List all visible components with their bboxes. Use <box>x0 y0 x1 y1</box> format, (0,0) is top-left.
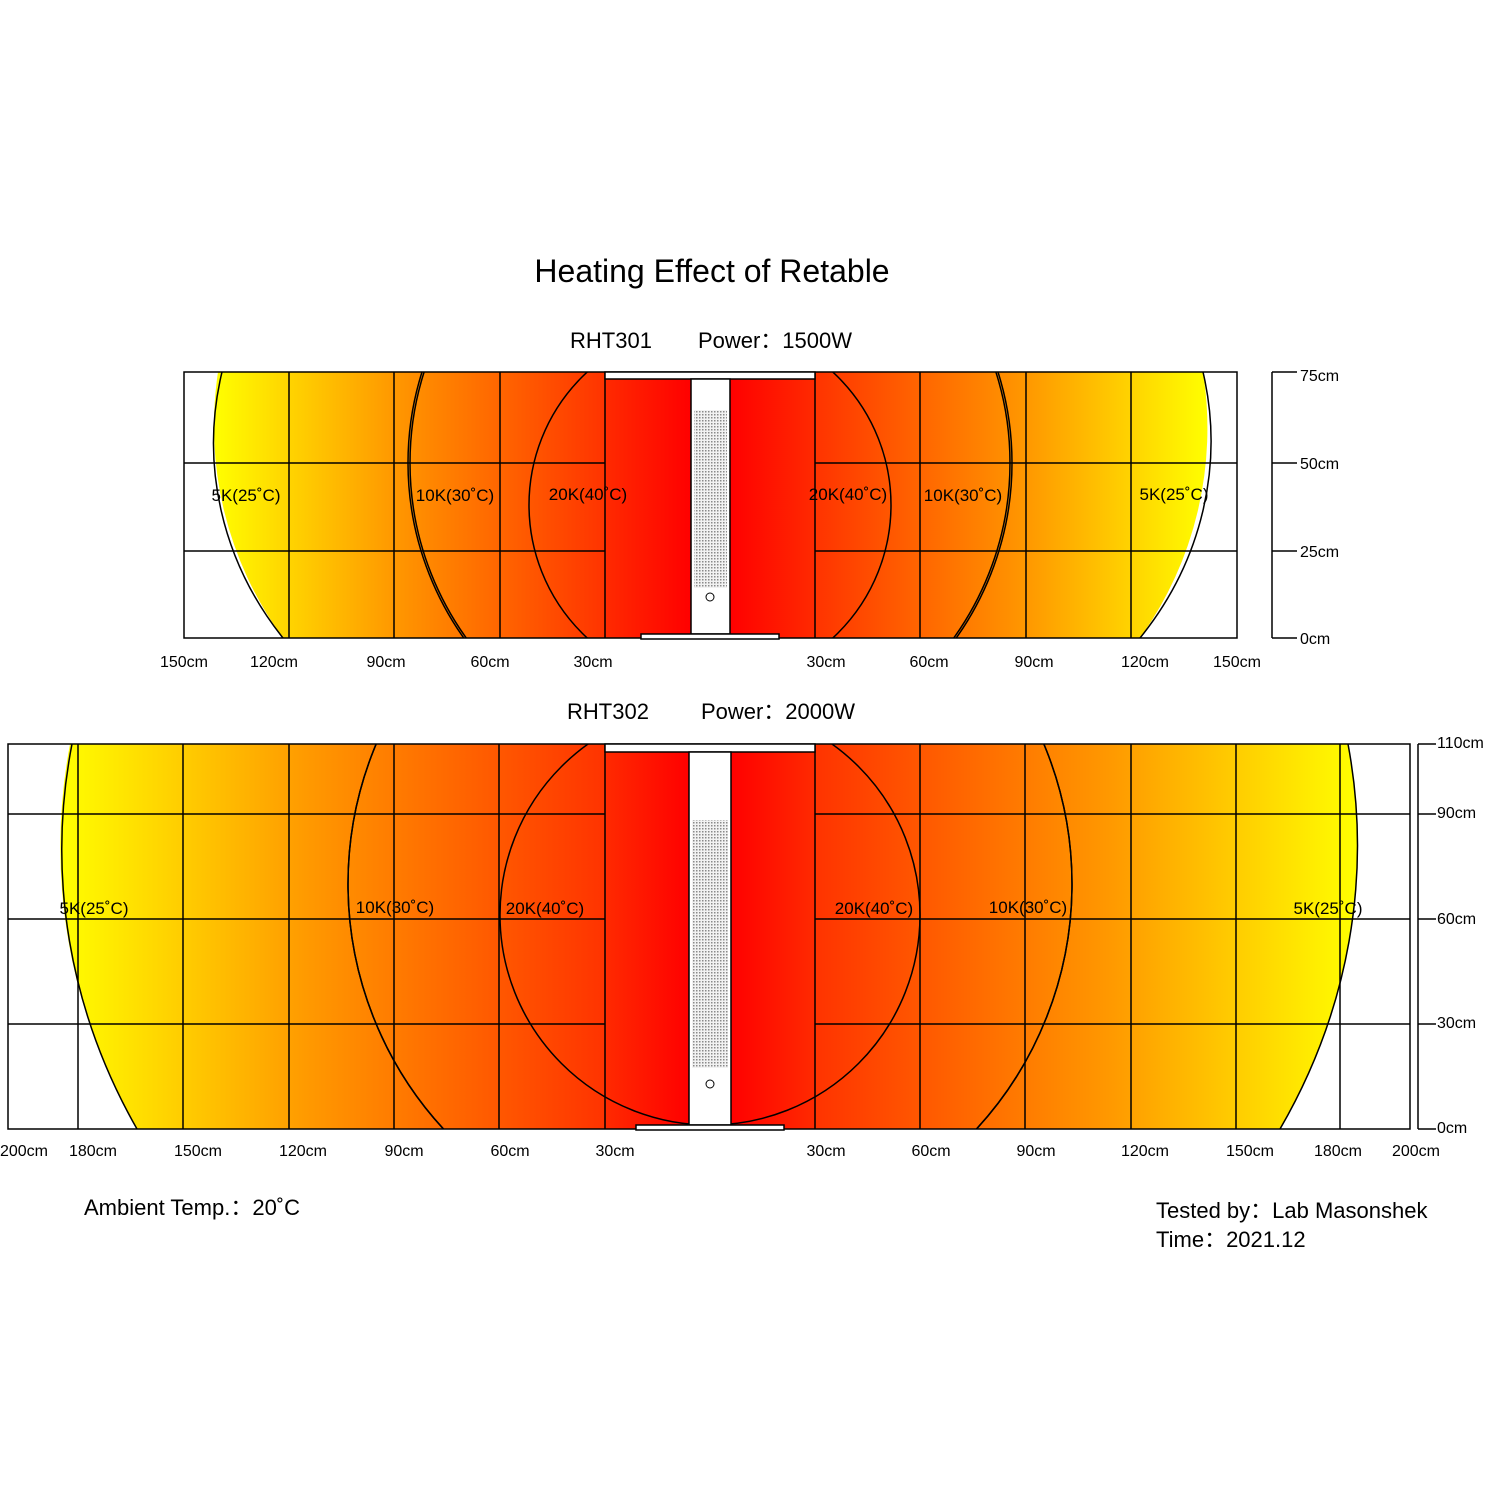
panel1-heat-left <box>213 372 606 638</box>
panel1-x-tick: 120cm <box>250 654 298 671</box>
panel1-5k-boundary-left <box>212 372 284 638</box>
panel2-heater <box>604 743 816 1131</box>
panel1-heat-right <box>815 372 1208 638</box>
panel2-x-tick: 150cm <box>174 1143 222 1160</box>
panel1-zone-label: 20K(40˚C) <box>549 485 627 504</box>
panel1-x-tick: 90cm <box>1014 654 1053 671</box>
panel-rht302: RHT302 Power：2000W <box>0 699 1484 1160</box>
panel1-hot-band-left <box>605 372 691 638</box>
panel2-heat-right <box>815 744 1358 1129</box>
panel1-x-tick: 90cm <box>366 654 405 671</box>
panel2-hot-band-right <box>731 744 815 1129</box>
panel2-y-tick: 30cm <box>1437 1015 1476 1032</box>
panel2-x-tick: 120cm <box>1121 1143 1169 1160</box>
panel2-x-tick: 150cm <box>1226 1143 1274 1160</box>
panel1-hot-band-right <box>730 372 815 638</box>
panel1-zone-label: 5K(25˚C) <box>1140 485 1209 504</box>
panel2-x-tick: 180cm <box>1314 1143 1362 1160</box>
panel1-x-tick: 30cm <box>573 654 612 671</box>
panel1-x-tick: 150cm <box>1213 654 1261 671</box>
panel1-heating-element <box>694 410 727 588</box>
diagram-title: Heating Effect of Retable <box>534 253 889 289</box>
panel2-hot-band-left <box>605 744 689 1129</box>
panel2-model: RHT302 <box>567 699 649 724</box>
panel1-zone-label: 10K(30˚C) <box>416 486 494 505</box>
panel1-x-tick: 120cm <box>1121 654 1169 671</box>
panel1-y-tick: 50cm <box>1300 456 1339 473</box>
panel-rht301: RHT301 Power：1500W <box>160 328 1339 671</box>
test-time-note: Time：2021.12 <box>1156 1227 1306 1252</box>
panel2-x-tick: 60cm <box>490 1143 529 1160</box>
panel2-x-tick: 180cm <box>69 1143 117 1160</box>
panel1-power: Power：1500W <box>698 328 852 353</box>
panel2-x-tick: 200cm <box>1392 1143 1440 1160</box>
panel2-power: Power：2000W <box>701 699 855 724</box>
panel2-power-knob-icon <box>705 1079 715 1089</box>
panel2-x-tick: 200cm <box>0 1143 48 1160</box>
panel2-zone-label: 5K(25˚C) <box>1294 899 1363 918</box>
panel1-5k-boundary-right <box>1139 372 1212 638</box>
panel1-x-tick: 30cm <box>806 654 845 671</box>
panel2-x-tick: 30cm <box>806 1143 845 1160</box>
panel2-y-tick: 90cm <box>1437 805 1476 822</box>
panel2-zone-label: 20K(40˚C) <box>835 899 913 918</box>
panel1-20k-circle <box>528 372 892 638</box>
panel1-zone-label: 10K(30˚C) <box>924 486 1002 505</box>
panel2-10k-circle-right <box>347 744 1073 1129</box>
panel1-heater <box>604 371 816 640</box>
panel1-x-tick: 60cm <box>909 654 948 671</box>
panel1-10k-circle-right <box>407 372 1013 638</box>
tested-by-note: Tested by：Lab Masonshek <box>1156 1198 1428 1223</box>
panel1-x-tick: 150cm <box>160 654 208 671</box>
panel2-x-tick: 90cm <box>384 1143 423 1160</box>
panel2-x-tick: 30cm <box>595 1143 634 1160</box>
panel2-y-tick: 0cm <box>1437 1120 1467 1137</box>
panel2-x-tick: 90cm <box>1016 1143 1055 1160</box>
panel1-y-tick: 75cm <box>1300 368 1339 385</box>
panel1-power-knob-icon <box>705 592 715 602</box>
panel1-zone-label: 20K(40˚C) <box>809 485 887 504</box>
panel1-y-tick: 0cm <box>1300 631 1330 648</box>
panel2-x-tick: 60cm <box>911 1143 950 1160</box>
panel2-y-tick: 110cm <box>1437 735 1484 752</box>
panel2-zone-label: 5K(25˚C) <box>60 899 129 918</box>
panel2-zone-label: 20K(40˚C) <box>506 899 584 918</box>
panel1-model: RHT301 <box>570 328 652 353</box>
panel2-heating-element <box>692 820 728 1068</box>
panel2-zone-label: 10K(30˚C) <box>356 898 434 917</box>
panel2-5k-boundary-right <box>1279 744 1359 1129</box>
panel1-zone-label: 5K(25˚C) <box>212 486 281 505</box>
panel2-5k-boundary-left <box>61 744 138 1129</box>
panel1-10k-circle-left <box>409 372 1011 638</box>
panel2-zone-label: 10K(30˚C) <box>989 898 1067 917</box>
panel1-x-tick: 60cm <box>470 654 509 671</box>
ambient-temp-note: Ambient Temp.：20˚C <box>84 1195 300 1220</box>
panel2-y-tick: 60cm <box>1437 911 1476 928</box>
panel2-x-tick: 120cm <box>279 1143 327 1160</box>
panel1-y-tick: 25cm <box>1300 544 1339 561</box>
panel2-heat-left <box>60 744 606 1129</box>
